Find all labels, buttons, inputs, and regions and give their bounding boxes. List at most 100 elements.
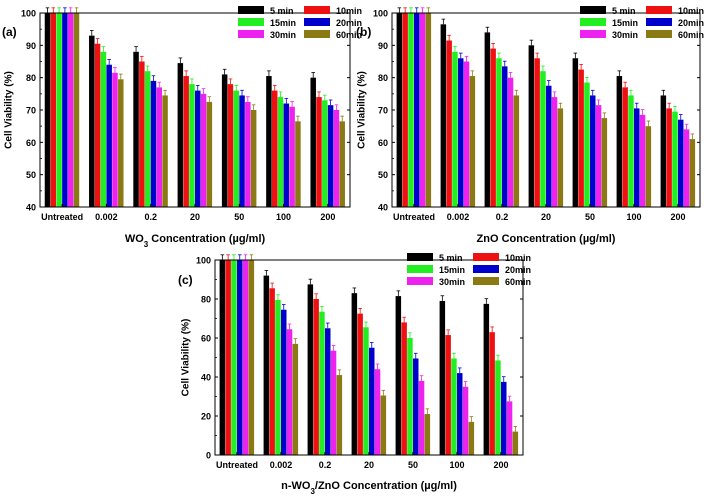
bar-10min-Untreated xyxy=(225,260,231,455)
legend-label-60min: 60min xyxy=(678,30,704,40)
x-axis-title-main: ZnO Concentration (µg/ml) xyxy=(477,233,616,245)
x-tick-label: 200 xyxy=(320,212,335,222)
legend-label-10min: 10min xyxy=(678,6,704,16)
bar-60min-200 xyxy=(339,121,345,207)
legend-label-20min: 20min xyxy=(505,265,531,275)
bar-30min-0.002 xyxy=(463,61,470,207)
bar-60min-200 xyxy=(512,431,519,455)
bar-60min-0.002 xyxy=(118,79,124,207)
legend-label-5min: 5 min xyxy=(270,6,294,16)
y-tick-label: 70 xyxy=(378,106,388,116)
bar-15min-0.2 xyxy=(144,71,151,207)
x-axis-title: ZnO Concentration (µg/ml) xyxy=(477,233,616,245)
bar-5min-50 xyxy=(221,74,228,208)
bar-15min-0.2 xyxy=(319,311,325,455)
bar-20min-0.002 xyxy=(458,58,464,207)
bar-10min-50 xyxy=(401,322,407,455)
bar-15min-0.002 xyxy=(275,299,281,455)
y-tick-label: 60 xyxy=(378,138,388,148)
bar-10min-100 xyxy=(271,90,278,207)
legend-swatch-20min xyxy=(646,18,672,26)
x-tick-label: 200 xyxy=(670,212,685,222)
bar-30min-0.002 xyxy=(112,72,118,207)
bar-60min-20 xyxy=(380,395,387,455)
bar-15min-0.002 xyxy=(452,51,458,207)
bar-15min-0.2 xyxy=(496,58,502,207)
legend-swatch-60min xyxy=(646,30,672,38)
bar-30min-0.2 xyxy=(156,87,163,207)
bar-30min-200 xyxy=(333,110,340,207)
bar-30min-50 xyxy=(418,380,425,455)
bar-5min-0.2 xyxy=(484,32,491,208)
legend-swatch-20min xyxy=(304,18,330,26)
x-tick-label: 20 xyxy=(364,460,374,470)
bar-60min-0.2 xyxy=(513,95,520,207)
bar-15min-50 xyxy=(584,82,590,207)
bar-10min-100 xyxy=(445,335,451,455)
bar-15min-100 xyxy=(451,358,457,455)
bar-60min-50 xyxy=(250,110,257,207)
y-tick-label: 50 xyxy=(26,170,36,180)
bar-30min-200 xyxy=(683,129,690,207)
y-tick-label: 40 xyxy=(378,203,388,213)
x-tick-label: 0.002 xyxy=(270,460,293,470)
chart-panel-b: (b) 40 50 60 70 80 90 100 Untreated 0.002 0.2 20 50 1… xyxy=(356,6,704,245)
bar-5min-50 xyxy=(572,58,579,207)
bar-20min-0.002 xyxy=(281,309,287,455)
bar-10min-50 xyxy=(227,84,234,207)
legend-swatch-30min xyxy=(407,277,433,285)
x-tick-label: 0.2 xyxy=(319,460,332,470)
bar-5min-Untreated xyxy=(219,260,226,455)
bar-15min-100 xyxy=(277,97,284,207)
bar-10min-0.002 xyxy=(446,40,452,208)
bar-20min-200 xyxy=(501,381,507,456)
bar-60min-0.2 xyxy=(162,95,168,207)
bar-30min-20 xyxy=(551,97,558,207)
bar-15min-200 xyxy=(322,100,328,207)
bar-15min-20 xyxy=(540,71,546,207)
x-tick-label: 0.2 xyxy=(144,212,157,222)
y-tick-label: 100 xyxy=(373,9,388,19)
bar-60min-50 xyxy=(424,414,431,455)
legend-swatch-10min xyxy=(473,253,499,261)
bar-15min-0.002 xyxy=(100,51,107,207)
y-tick-label: 60 xyxy=(201,334,211,344)
bar-60min-100 xyxy=(295,121,301,207)
bar-5min-0.002 xyxy=(263,275,270,455)
bar-5min-Untreated xyxy=(44,13,51,207)
bar-10min-200 xyxy=(489,332,495,455)
bar-30min-50 xyxy=(595,105,602,207)
bar-15min-50 xyxy=(407,338,413,455)
bar-20min-20 xyxy=(546,85,552,207)
y-tick-label: 0 xyxy=(206,451,211,461)
y-tick-label: 60 xyxy=(26,138,36,148)
bar-5min-0.2 xyxy=(133,51,139,207)
y-tick-label: 90 xyxy=(26,41,36,51)
bar-60min-Untreated xyxy=(73,13,80,207)
x-tick-label: 100 xyxy=(276,212,291,222)
x-tick-label: 0.002 xyxy=(447,212,470,222)
legend-label-30min: 30min xyxy=(270,30,296,40)
y-tick-label: 90 xyxy=(378,41,388,51)
legend-label-30min: 30min xyxy=(439,277,465,287)
bar-20min-50 xyxy=(239,95,245,207)
bar-15min-50 xyxy=(233,90,239,207)
bar-60min-Untreated xyxy=(425,13,432,207)
bar-5min-100 xyxy=(616,76,623,207)
x-axis-title-rest: /ZnO Concentration (µg/ml) xyxy=(315,480,457,492)
bar-10min-0.2 xyxy=(313,299,319,455)
bar-15min-Untreated xyxy=(231,260,237,455)
y-tick-label: 40 xyxy=(26,203,36,213)
x-tick-label: 20 xyxy=(541,212,551,222)
bar-5min-20 xyxy=(177,63,184,208)
legend-swatch-5min xyxy=(407,253,433,261)
bar-5min-Untreated xyxy=(396,13,403,207)
bar-20min-50 xyxy=(413,358,419,455)
legend-label-30min: 30min xyxy=(612,30,638,40)
bar-60min-200 xyxy=(689,139,696,207)
bar-30min-Untreated xyxy=(419,13,426,207)
legend-label-60min: 60min xyxy=(336,30,362,40)
legend-label-60min: 60min xyxy=(505,277,531,287)
legend-label-5min: 5 min xyxy=(612,6,636,16)
